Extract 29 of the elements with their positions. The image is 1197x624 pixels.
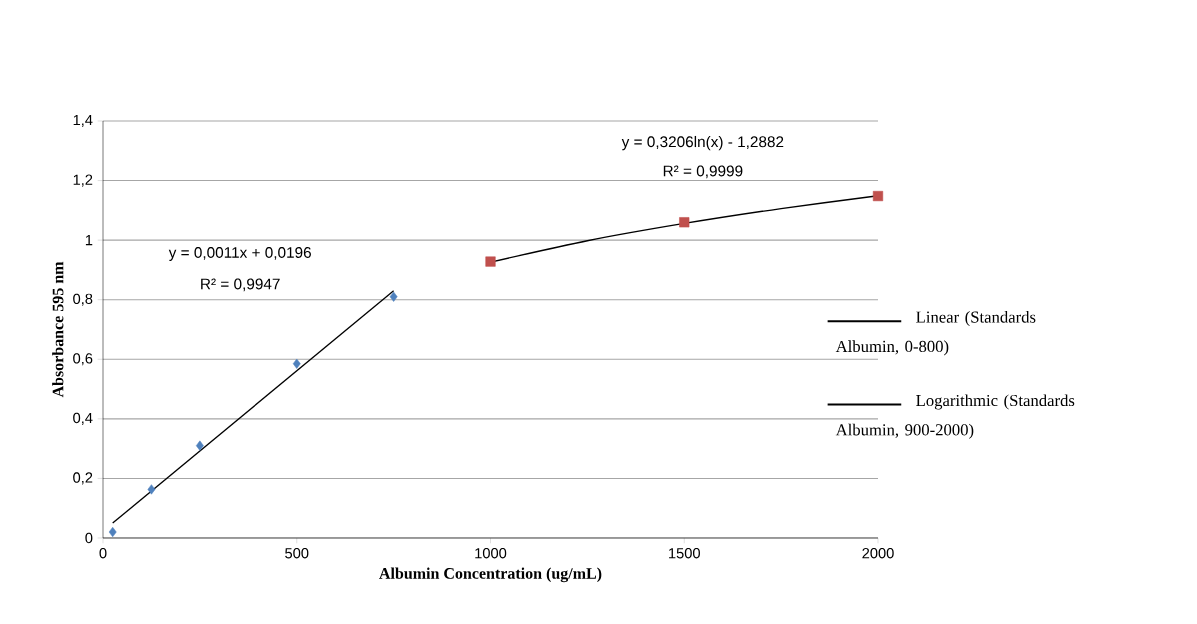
x-tick-label: 2000	[862, 548, 894, 559]
y-axis-title: Absorbance 595 nm	[52, 261, 64, 398]
y-tick-label: 0,4	[73, 412, 93, 425]
y-tick-label: 1	[85, 235, 93, 246]
annotation: y = 0,3206ln(x) - 1,2882	[621, 135, 784, 151]
y-tick-label: 1,2	[73, 174, 93, 187]
point	[147, 484, 156, 495]
annotation: y = 0,0011x + 0,0196	[168, 247, 311, 261]
y-tick-label: 1,4	[73, 115, 93, 127]
x-tick-label: 1000	[475, 548, 507, 559]
point	[292, 358, 301, 369]
point	[196, 440, 204, 451]
legend-label: Logarithmic (Standards Albumin, 900-2000)	[835, 394, 1075, 439]
point	[108, 526, 117, 538]
point	[389, 291, 398, 302]
y-tick-label: 0,8	[73, 293, 93, 306]
y-tick-label: 0,6	[73, 353, 93, 366]
x-tick-label: 500	[285, 548, 309, 559]
annotation: R² = 0,9999	[663, 165, 743, 179]
x-tick-label: 1500	[669, 548, 700, 559]
legend-label: Linear (Standards Albumin, 0-800)	[835, 310, 1036, 356]
point	[679, 217, 690, 228]
point	[485, 256, 496, 267]
point	[872, 190, 884, 202]
annotation: R² = 0,9947	[201, 278, 280, 292]
y-tick-label: 0	[85, 532, 93, 544]
y-tick-label: 0,2	[73, 472, 93, 485]
x-axis-title: Albumin Concentration (ug/mL)	[379, 567, 602, 583]
x-tick-label: 0	[99, 548, 107, 559]
